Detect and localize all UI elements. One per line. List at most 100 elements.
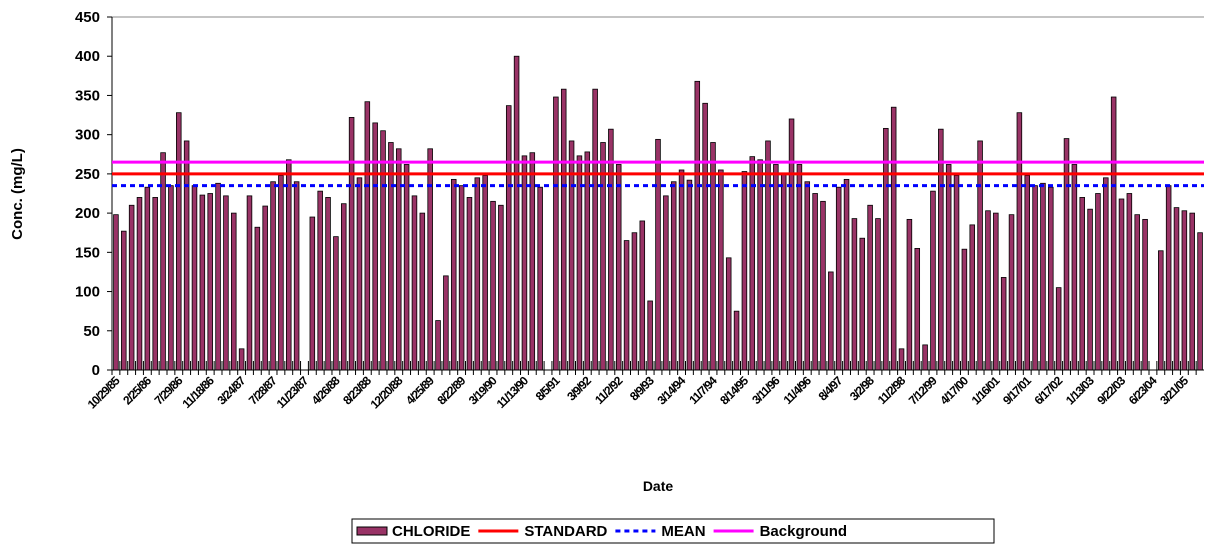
bar bbox=[1110, 96, 1117, 371]
bar bbox=[427, 148, 433, 371]
bar bbox=[890, 106, 897, 371]
bar bbox=[623, 240, 630, 371]
bar bbox=[820, 200, 826, 371]
bar bbox=[364, 101, 371, 371]
x-tick-label: 11/4/96 bbox=[781, 373, 815, 407]
x-tick-label: 2/25/86 bbox=[120, 373, 154, 407]
x-tick-label: 3/24/87 bbox=[214, 373, 248, 407]
bar bbox=[317, 190, 323, 371]
bar bbox=[1126, 193, 1133, 371]
bar bbox=[113, 214, 119, 371]
bar bbox=[631, 232, 638, 371]
bar bbox=[922, 344, 928, 371]
x-tick-label: 8/22/89 bbox=[434, 373, 468, 407]
x-tick-label: 3/2/98 bbox=[847, 373, 877, 403]
bar bbox=[191, 185, 198, 371]
bar bbox=[238, 348, 245, 371]
bar bbox=[969, 224, 976, 371]
bar bbox=[309, 216, 316, 371]
y-tick-label: 400 bbox=[75, 48, 100, 65]
bar bbox=[474, 177, 481, 371]
x-tick-label: 4/25/89 bbox=[403, 373, 437, 407]
bar bbox=[1055, 287, 1062, 371]
bar bbox=[435, 320, 441, 371]
legend-swatch bbox=[356, 526, 388, 536]
bar bbox=[780, 173, 787, 371]
x-tick-label: 9/17/01 bbox=[1000, 373, 1034, 407]
bar bbox=[1087, 208, 1093, 371]
bar bbox=[906, 218, 913, 371]
y-tick-label: 250 bbox=[75, 166, 100, 183]
x-tick-label: 3/14/94 bbox=[654, 373, 688, 407]
bar bbox=[458, 185, 465, 371]
bar bbox=[600, 142, 606, 371]
bar bbox=[835, 186, 842, 371]
x-tick-label: 8/14/95 bbox=[717, 373, 751, 407]
bar bbox=[207, 193, 213, 371]
bar bbox=[403, 164, 410, 371]
bar bbox=[490, 200, 496, 371]
bar bbox=[121, 230, 127, 371]
bar bbox=[1142, 218, 1148, 371]
bar bbox=[788, 118, 795, 371]
bar bbox=[1048, 186, 1054, 371]
bar bbox=[1016, 112, 1023, 371]
x-tick-label: 6/23/04 bbox=[1126, 373, 1160, 407]
bar bbox=[380, 130, 386, 371]
bar bbox=[168, 185, 174, 371]
legend-label: CHLORIDE bbox=[392, 523, 470, 540]
x-tick-label: 4/17/00 bbox=[937, 373, 971, 407]
bar bbox=[828, 271, 834, 371]
bar bbox=[215, 182, 221, 371]
legend-label: STANDARD bbox=[524, 523, 607, 540]
bar bbox=[505, 105, 512, 371]
y-tick-label: 0 bbox=[92, 362, 100, 379]
bar bbox=[560, 88, 567, 371]
bar bbox=[875, 218, 881, 371]
bar bbox=[686, 179, 693, 371]
x-tick-label: 10/29/85 bbox=[85, 373, 123, 411]
bar bbox=[128, 204, 135, 371]
bar bbox=[1134, 214, 1140, 371]
bar bbox=[482, 175, 488, 371]
y-tick-label: 350 bbox=[75, 87, 100, 104]
bar bbox=[152, 197, 158, 371]
bar bbox=[144, 186, 151, 371]
y-tick-label: 100 bbox=[75, 284, 100, 301]
bar bbox=[615, 164, 622, 371]
bar bbox=[576, 155, 583, 371]
bar bbox=[199, 194, 206, 371]
bar bbox=[136, 197, 143, 371]
bar bbox=[1095, 193, 1101, 371]
bar bbox=[1165, 185, 1172, 371]
y-tick-label: 50 bbox=[83, 323, 100, 340]
bar bbox=[898, 348, 905, 371]
x-tick-label: 1/13/03 bbox=[1063, 373, 1097, 407]
x-tick-label: 1/16/01 bbox=[969, 373, 1003, 407]
x-tick-label: 8/5/91 bbox=[533, 373, 563, 403]
bar bbox=[851, 218, 858, 371]
bar bbox=[537, 186, 543, 371]
bar bbox=[1181, 210, 1188, 371]
bar bbox=[1103, 177, 1109, 371]
bar bbox=[176, 112, 182, 371]
bar bbox=[450, 178, 457, 371]
bar bbox=[985, 210, 991, 371]
bar bbox=[278, 175, 284, 371]
bar bbox=[804, 181, 811, 371]
bar bbox=[1071, 164, 1078, 371]
bar bbox=[961, 248, 968, 371]
x-tick-label: 7/12/99 bbox=[906, 373, 940, 407]
x-tick-label: 3/9/92 bbox=[564, 373, 594, 403]
bar bbox=[411, 195, 418, 371]
bar bbox=[812, 193, 818, 371]
x-tick-label: 9/22/03 bbox=[1094, 373, 1128, 407]
bar bbox=[859, 237, 866, 371]
bar bbox=[749, 156, 756, 371]
bar bbox=[867, 204, 873, 371]
bar bbox=[647, 300, 653, 371]
x-tick-label: 11/18/86 bbox=[180, 373, 218, 411]
y-tick-label: 450 bbox=[75, 9, 100, 26]
x-tick-label: 11/2/92 bbox=[592, 373, 626, 407]
bar bbox=[678, 169, 685, 371]
